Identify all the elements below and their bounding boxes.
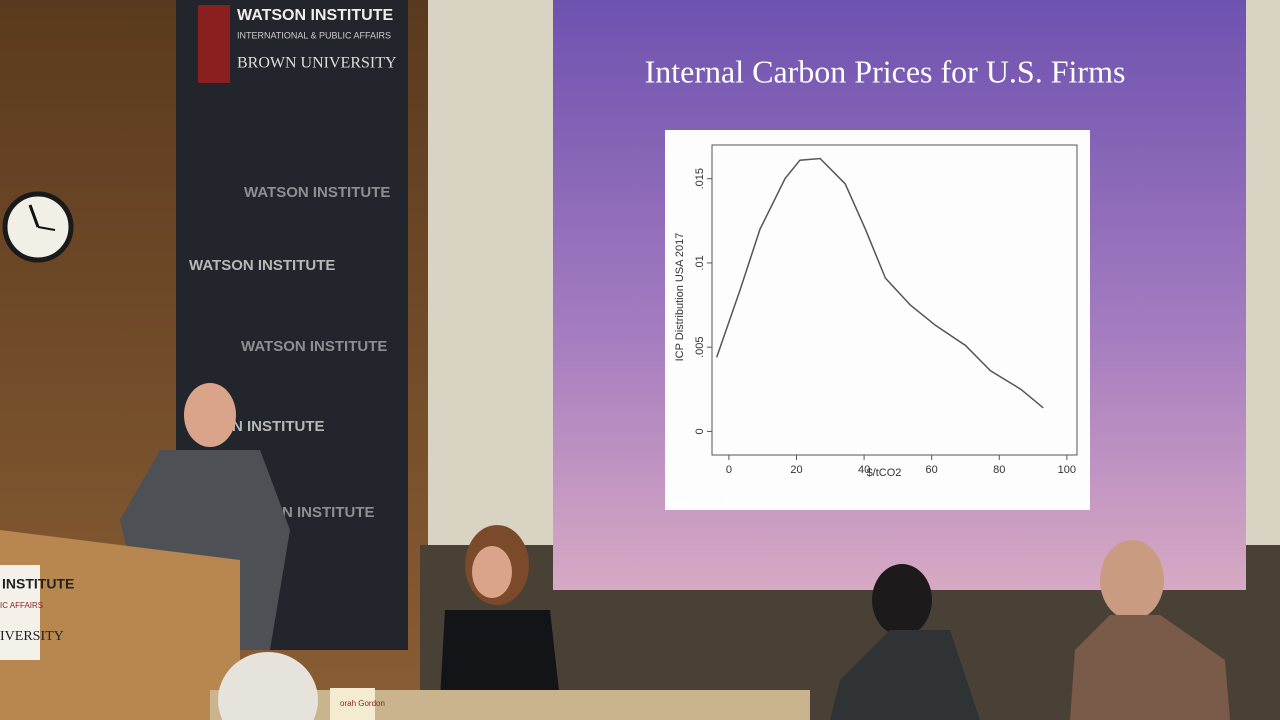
podium-text: IC AFFAIRS (0, 601, 43, 610)
density-line (715, 157, 1044, 409)
panelist-body (830, 630, 980, 720)
panelist-body (1070, 615, 1230, 720)
banner-text: WATSON INSTITUTE (241, 338, 387, 355)
name-card (330, 688, 375, 720)
x-tick-label: 40 (858, 464, 870, 476)
logo-text: WATSON INSTITUTE (237, 7, 393, 24)
logo-shield (198, 5, 230, 83)
chart-title: Internal Carbon Prices for U.S. Firms (645, 53, 1126, 89)
x-tick-label: 80 (993, 464, 1005, 476)
podium (0, 530, 240, 720)
y-tick-label: .005 (694, 336, 706, 357)
x-tick-label: 100 (1058, 464, 1076, 476)
clock-hand (28, 204, 40, 228)
x-tick-label: 20 (790, 464, 802, 476)
speaker-head (184, 383, 236, 447)
panelist-face (472, 546, 512, 598)
name-card-text: orah Gordon (340, 699, 385, 708)
clock-hand (37, 226, 56, 231)
banner-text: WATSON INSTITUTE (189, 257, 335, 274)
podium-sign (0, 565, 40, 660)
y-axis-label: ICP Distribution USA 2017 (674, 233, 686, 362)
y-tick-label: .015 (694, 168, 706, 189)
logo-text: INTERNATIONAL & PUBLIC AFFAIRS (237, 30, 391, 40)
y-tick-label: 0 (694, 428, 706, 434)
x-axis-label: $/tCO2 (867, 467, 902, 479)
source-note: Source: CDP 2017. (665, 493, 781, 509)
logo-text: BROWN UNIVERSITY (237, 55, 397, 72)
panelist-face (1100, 540, 1164, 620)
banner-text: N INSTITUTE (232, 418, 325, 435)
panelist-hair (872, 564, 932, 636)
panelist-body (440, 610, 560, 700)
y-tick-label: .01 (694, 255, 706, 270)
x-tick-label: 0 (726, 464, 732, 476)
plot-frame (711, 144, 1078, 456)
x-tick-label: 60 (926, 464, 938, 476)
podium-text: IVERSITY (0, 629, 64, 644)
podium-text: INSTITUTE (2, 576, 74, 592)
banner-text: N INSTITUTE (282, 504, 375, 521)
audience-head (218, 652, 318, 720)
banner-text: WATSON INSTITUTE (244, 184, 390, 201)
chart-panel (665, 130, 1090, 510)
